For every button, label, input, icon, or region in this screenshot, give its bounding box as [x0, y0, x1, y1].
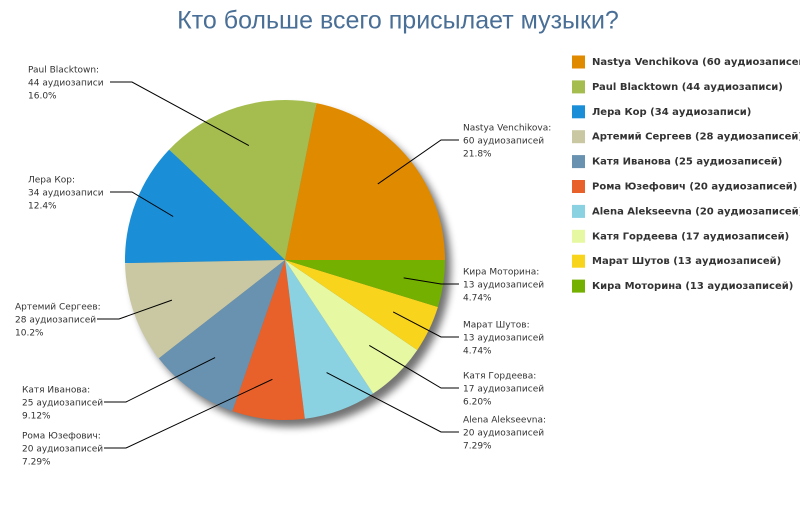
- slice-name: Nastya Venchikova:: [463, 124, 551, 134]
- legend-swatch: [572, 279, 585, 293]
- slice-percent: 16.0%: [28, 92, 57, 102]
- legend-swatch: [572, 254, 585, 268]
- pie-slice: [285, 260, 445, 308]
- leader-line: [110, 81, 250, 147]
- slice-name: Alena Alekseevna:: [463, 416, 546, 426]
- slice-name: Катя Гордеева:: [463, 372, 536, 382]
- legend-label: Марат Шутов (13 аудиозаписей): [592, 256, 781, 267]
- slice-name: Лера Кор:: [28, 176, 75, 186]
- pie-slice: [285, 260, 438, 350]
- legend-label: Кира Моторина (13 аудиозаписей): [592, 281, 793, 292]
- slice-percent: 6.20%: [463, 398, 492, 408]
- legend-swatch: [572, 55, 585, 69]
- slice-count: 13 аудиозаписей: [463, 281, 544, 291]
- pie-slice: [285, 260, 374, 419]
- legend-swatch: [572, 155, 585, 169]
- leader-line: [403, 277, 459, 285]
- legend-label: Лера Кор (34 аудиозаписи): [592, 107, 751, 118]
- slice-name: Катя Иванова:: [22, 386, 90, 396]
- legend-label: Катя Гордеева (17 аудиозаписей): [592, 231, 789, 242]
- pie-slice: [125, 149, 285, 264]
- leader-line: [369, 344, 459, 389]
- legend-label: Артемий Сергеев (28 аудиозаписей): [592, 132, 800, 143]
- slice-count: 13 аудиозаписей: [463, 334, 544, 344]
- slice-percent: 9.12%: [22, 412, 51, 422]
- slice-name: Кира Моторина:: [463, 268, 539, 278]
- leader-line: [326, 372, 459, 433]
- legend-swatch: [572, 229, 585, 243]
- slice-count: 25 аудиозаписей: [22, 399, 103, 409]
- slice-percent: 7.29%: [463, 442, 492, 452]
- slice-percent: 12.4%: [28, 202, 57, 212]
- slice-count: 17 аудиозаписей: [463, 385, 544, 395]
- slice-count: 20 аудиозаписей: [22, 445, 103, 455]
- leader-line: [97, 299, 173, 320]
- legend-swatch: [572, 180, 585, 193]
- legend-swatch: [572, 105, 585, 119]
- slice-percent: 10.2%: [15, 329, 44, 339]
- pie-slice: [125, 260, 285, 359]
- legend-swatch: [572, 204, 585, 218]
- leader-line: [104, 357, 216, 403]
- slice-name: Артемий Сергеев:: [15, 303, 101, 313]
- slice-percent: 4.74%: [463, 347, 492, 357]
- slice-name: Paul Blacktown:: [28, 66, 99, 76]
- leader-line: [377, 139, 459, 185]
- legend-label: Alena Alekseevna (20 аудиозаписей): [592, 206, 800, 217]
- slice-count: 60 аудиозаписей: [463, 137, 544, 147]
- legend-swatch: [572, 80, 585, 94]
- pie-slice: [285, 103, 445, 260]
- slice-count: 28 аудиозаписей: [15, 316, 96, 326]
- slice-percent: 21.8%: [463, 150, 492, 160]
- slice-name: Рома Юзефович:: [22, 432, 101, 442]
- chart-title: Кто больше всего присылает музыки?: [177, 7, 619, 35]
- slice-name: Марат Шутов:: [463, 321, 530, 331]
- pie-slice: [232, 260, 305, 420]
- pie-slice: [285, 260, 418, 394]
- legend-label: Paul Blacktown (44 аудиозаписи): [592, 82, 783, 93]
- slice-percent: 4.74%: [463, 294, 492, 304]
- legend-label: Рома Юзефович (20 аудиозаписей): [592, 181, 797, 193]
- pie-slice: [169, 100, 317, 260]
- slice-count: 20 аудиозаписей: [463, 429, 544, 439]
- legend-label: Катя Иванова (25 аудиозаписей): [592, 157, 782, 168]
- legend-label: Nastya Venchikova (60 аудиозаписей): [592, 57, 800, 68]
- legend-swatch: [572, 130, 585, 144]
- slice-count: 44 аудиозаписи: [28, 79, 104, 89]
- leader-line: [104, 378, 273, 449]
- leader-line: [110, 191, 174, 217]
- leader-line: [392, 311, 459, 338]
- pie-slice: [158, 260, 285, 412]
- slice-count: 34 аудиозаписи: [28, 189, 104, 199]
- slice-percent: 7.29%: [22, 458, 51, 468]
